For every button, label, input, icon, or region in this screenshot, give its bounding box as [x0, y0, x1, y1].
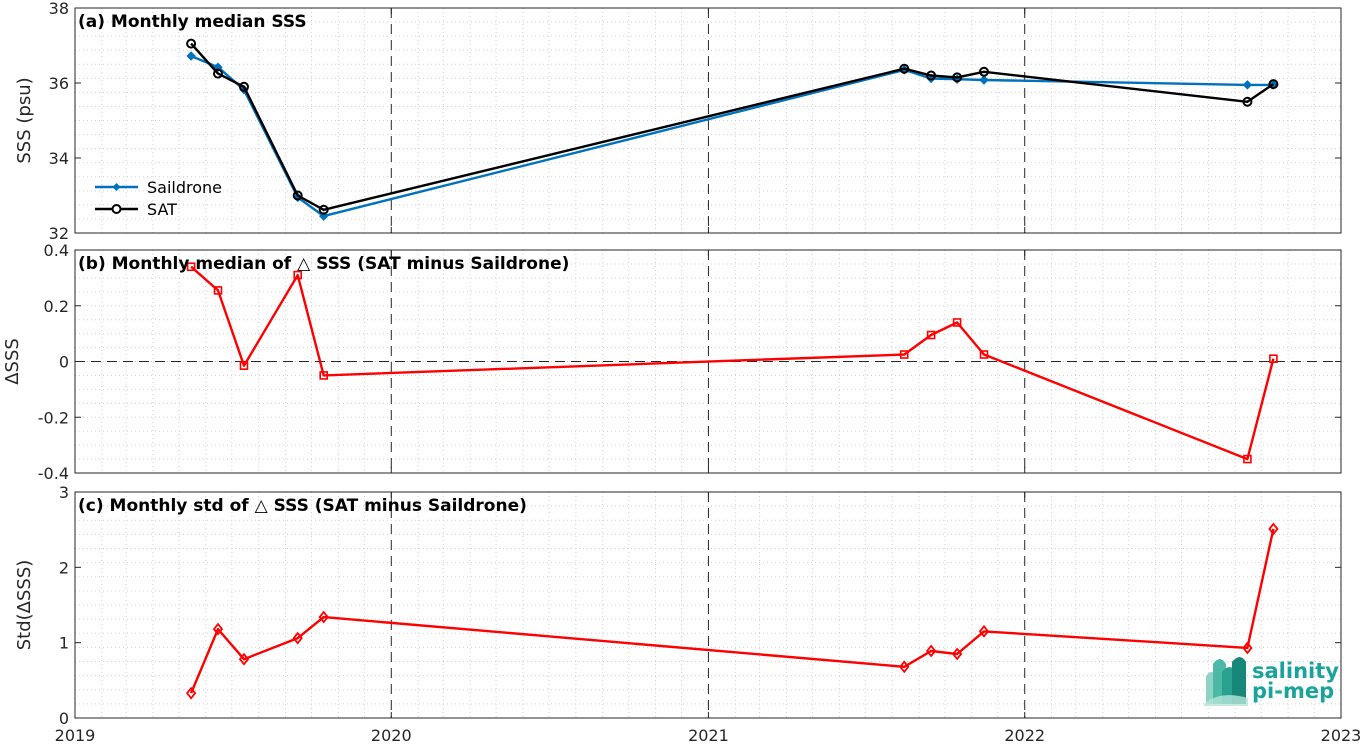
panel-title: (b) Monthly median of △ SSS (SAT minus S…: [78, 254, 569, 274]
y-tick-label: 32: [49, 224, 69, 243]
data-point: [951, 647, 963, 661]
logo-line1: salinity: [1252, 659, 1339, 683]
data-point: [952, 318, 962, 327]
data-point: [926, 330, 936, 340]
y-tick-label: 38: [49, 0, 69, 18]
data-point: [1268, 79, 1279, 90]
x-tick-label: 2021: [688, 726, 729, 745]
legend-marker: [112, 183, 121, 191]
y-tick-label: 1: [59, 634, 69, 653]
y-tick-label: 36: [49, 74, 69, 93]
logo-emblem-icon: [1204, 657, 1248, 706]
legend-marker: [111, 204, 122, 214]
panel-b: -0.4 -0.2 0 0.2 0.4 ΔSSS (b) Monthly median of…: [2, 241, 1342, 483]
data-point: [186, 262, 196, 272]
data-point: [926, 70, 937, 81]
y-tick-label: 34: [49, 149, 69, 168]
logo-line2: pi-mep: [1252, 679, 1334, 703]
data-point: [292, 190, 303, 201]
data-point: [978, 624, 990, 638]
data-point: [952, 72, 963, 83]
data-point: [1268, 522, 1279, 536]
data-point: [319, 371, 328, 380]
y-tick-label: 0.2: [44, 297, 69, 316]
legend-label: SAT: [147, 200, 177, 219]
y-axis-label: ΔSSS: [2, 338, 23, 385]
data-point: [318, 204, 329, 215]
y-axis-label: SSS (psu): [14, 77, 35, 163]
data-point: [1242, 80, 1253, 90]
data-point: [899, 350, 909, 359]
data-point: [1243, 454, 1252, 464]
y-tick-label: -0.2: [38, 408, 69, 427]
data-point: [1269, 354, 1278, 364]
series-line: [189, 528, 1275, 694]
x-tick-label: 2023: [1321, 726, 1362, 745]
panel-c: 0 1 2 3 2019 2020 2021 2022 2023 Std(ΔSSS) (c) Mon…: [14, 483, 1361, 745]
y-tick-label: 0: [59, 709, 69, 728]
data-point: [212, 68, 223, 79]
data-point: [979, 350, 989, 359]
data-point: [186, 51, 196, 61]
data-point: [899, 63, 910, 74]
data-point: [979, 75, 989, 85]
data-point: [925, 644, 937, 658]
data-point: [899, 660, 910, 674]
y-tick-label: 2: [59, 558, 69, 577]
panel-title: (c) Monthly std of △ SSS (SAT minus Sail…: [78, 496, 527, 516]
series-line: [190, 265, 1275, 461]
panel-title: (a) Monthly median SSS: [78, 12, 307, 32]
data-point: [213, 286, 223, 295]
data-point: [1242, 96, 1253, 107]
data-point: [212, 622, 224, 636]
legend-label: Saildrone: [147, 178, 222, 197]
salinity-pimep-logo: salinity pi-mep: [1204, 657, 1339, 706]
panel-a: 32 34 36 38 SSS (psu) (a) Monthly median SSS S…: [14, 0, 1342, 243]
data-point: [978, 66, 989, 77]
y-tick-label: -0.4: [38, 464, 69, 483]
data-point: [186, 38, 197, 49]
x-tick-label: 2019: [55, 726, 96, 745]
series-line: [190, 42, 1275, 212]
y-axis-label: Std(ΔSSS): [14, 560, 35, 651]
data-point: [318, 610, 329, 624]
x-tick-label: 2020: [371, 726, 412, 745]
data-point: [238, 81, 249, 92]
y-tick-label: 3: [59, 483, 69, 502]
x-tick-label: 2022: [1004, 726, 1045, 745]
data-point: [238, 652, 250, 666]
data-point: [1242, 641, 1253, 655]
data-point: [239, 361, 249, 370]
y-tick-label: 0: [59, 353, 69, 372]
data-point: [185, 686, 197, 700]
data-point: [293, 270, 302, 280]
data-point: [292, 631, 303, 645]
y-tick-label: 0.4: [44, 241, 69, 260]
